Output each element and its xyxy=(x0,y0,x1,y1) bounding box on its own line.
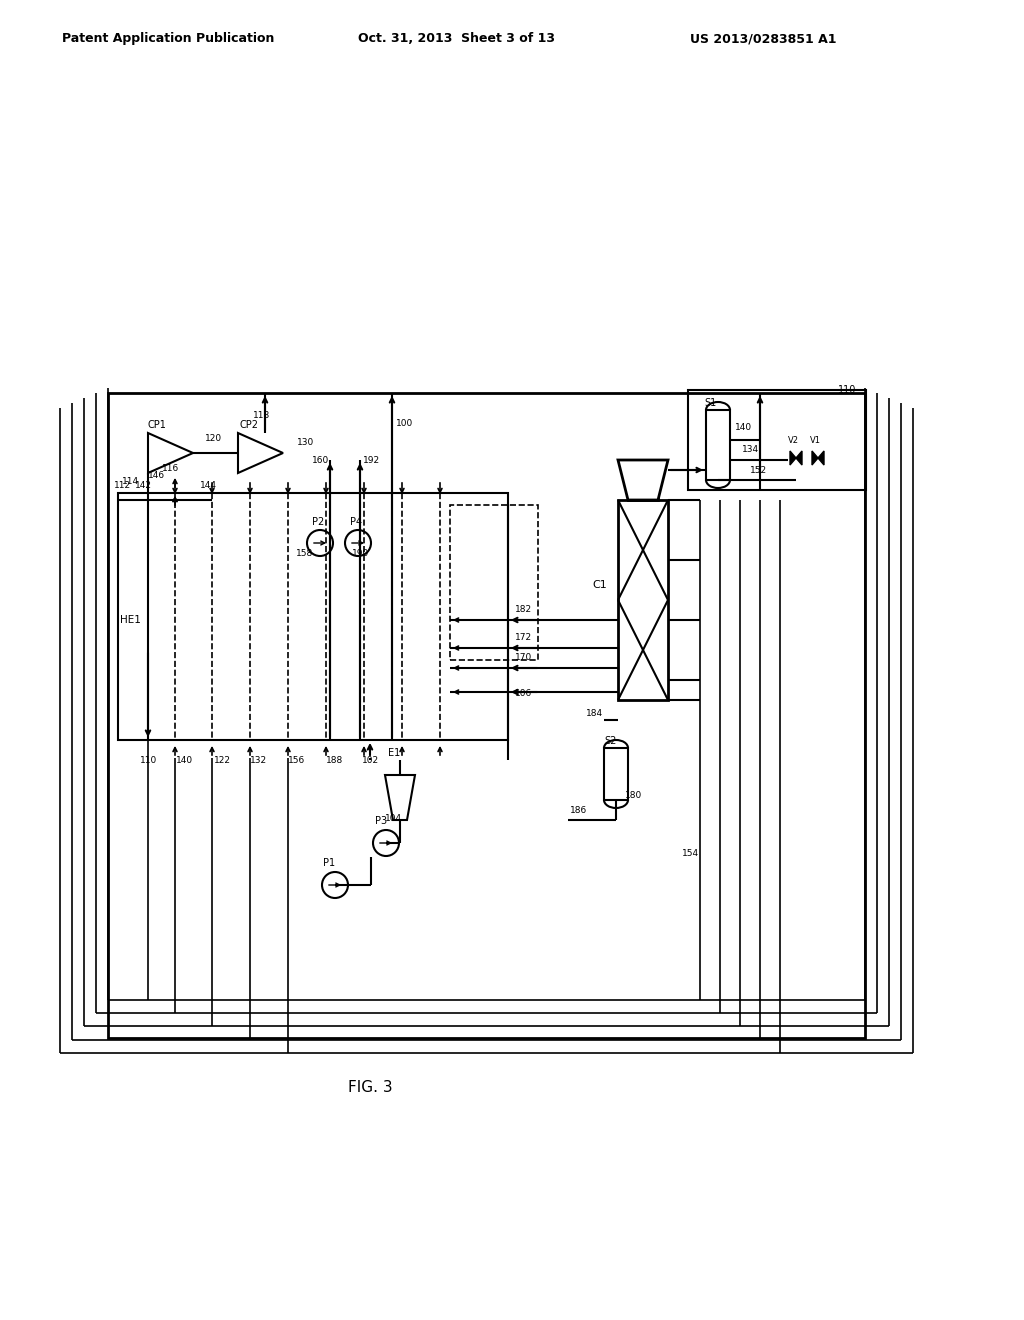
Text: C1: C1 xyxy=(592,579,607,590)
Text: S2: S2 xyxy=(604,737,616,746)
Bar xyxy=(706,411,730,480)
Text: CP1: CP1 xyxy=(148,420,167,430)
Bar xyxy=(108,393,865,1038)
Text: 170: 170 xyxy=(515,653,532,663)
Text: P2: P2 xyxy=(312,517,325,527)
Text: 140: 140 xyxy=(176,756,194,766)
Text: V1: V1 xyxy=(810,436,821,445)
Text: 102: 102 xyxy=(362,756,379,766)
Text: 132: 132 xyxy=(250,756,267,766)
Polygon shape xyxy=(790,451,802,465)
Text: 116: 116 xyxy=(162,465,179,473)
Text: E1: E1 xyxy=(388,748,400,758)
Text: 112: 112 xyxy=(114,480,131,490)
Text: V2: V2 xyxy=(788,436,799,445)
Circle shape xyxy=(307,531,333,556)
Text: 156: 156 xyxy=(288,756,305,766)
Text: 184: 184 xyxy=(586,709,603,718)
Text: CP2: CP2 xyxy=(240,420,259,430)
Polygon shape xyxy=(812,451,824,465)
Text: 190: 190 xyxy=(352,549,370,558)
Polygon shape xyxy=(238,433,283,473)
Text: 158: 158 xyxy=(296,549,313,558)
Text: 100: 100 xyxy=(396,418,414,428)
Text: FIG. 3: FIG. 3 xyxy=(348,1080,392,1096)
Text: 142: 142 xyxy=(135,480,152,490)
Bar xyxy=(628,459,658,500)
Text: 104: 104 xyxy=(385,814,402,822)
Text: 120: 120 xyxy=(205,434,222,444)
Text: 114: 114 xyxy=(122,477,139,486)
Text: S1: S1 xyxy=(705,399,716,408)
Text: HE1: HE1 xyxy=(120,615,141,624)
Text: 186: 186 xyxy=(570,807,587,814)
Text: 160: 160 xyxy=(312,455,330,465)
Text: 110: 110 xyxy=(140,756,158,766)
Polygon shape xyxy=(618,459,668,500)
Text: 130: 130 xyxy=(297,438,314,447)
Bar xyxy=(618,500,668,700)
Text: 118: 118 xyxy=(253,411,270,420)
Circle shape xyxy=(373,830,399,855)
Text: P3: P3 xyxy=(375,816,387,826)
Bar xyxy=(604,748,628,800)
Polygon shape xyxy=(148,433,193,473)
Text: 192: 192 xyxy=(362,455,380,465)
Text: 188: 188 xyxy=(326,756,343,766)
Text: 134: 134 xyxy=(742,445,759,454)
Bar xyxy=(450,506,538,660)
Text: P4: P4 xyxy=(350,517,362,527)
Text: 140: 140 xyxy=(735,422,752,432)
Text: 180: 180 xyxy=(625,791,642,800)
Text: 182: 182 xyxy=(515,605,532,614)
Text: 146: 146 xyxy=(148,471,165,480)
Circle shape xyxy=(322,873,348,898)
Text: 106: 106 xyxy=(515,689,532,698)
Bar xyxy=(118,492,508,741)
Text: 110: 110 xyxy=(838,385,856,395)
Text: 122: 122 xyxy=(214,756,231,766)
Text: Patent Application Publication: Patent Application Publication xyxy=(62,32,274,45)
Text: 152: 152 xyxy=(750,466,767,475)
Text: 172: 172 xyxy=(515,634,532,642)
Text: US 2013/0283851 A1: US 2013/0283851 A1 xyxy=(690,32,837,45)
Bar xyxy=(688,389,866,490)
Text: 154: 154 xyxy=(682,849,699,858)
Text: 144: 144 xyxy=(200,480,217,490)
Text: P1: P1 xyxy=(323,858,335,869)
Polygon shape xyxy=(385,775,415,820)
Text: Oct. 31, 2013  Sheet 3 of 13: Oct. 31, 2013 Sheet 3 of 13 xyxy=(358,32,555,45)
Circle shape xyxy=(345,531,371,556)
